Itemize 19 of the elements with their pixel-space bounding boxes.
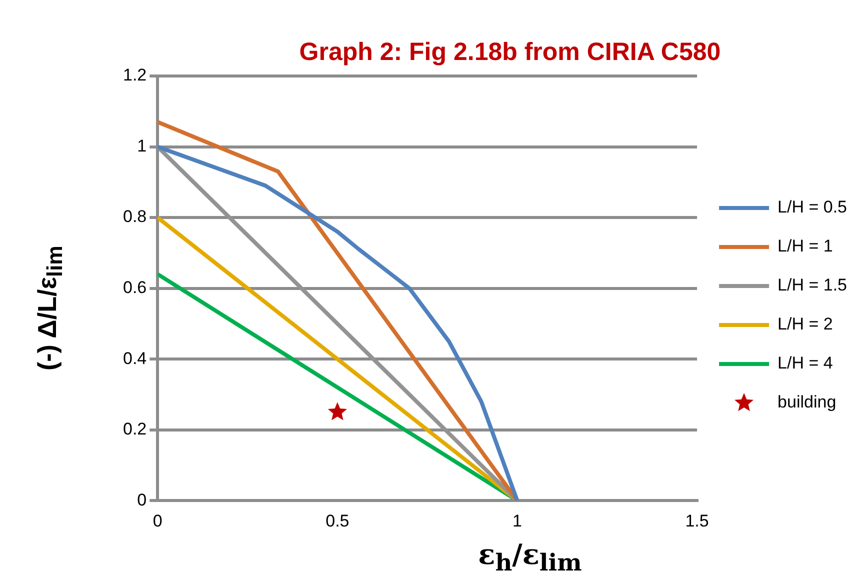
- x-tick-label: 0: [152, 511, 162, 530]
- y-tick-label: 0.2: [122, 420, 147, 439]
- y-tick-label: 0.4: [122, 348, 147, 368]
- legend-label: L/H = 1: [778, 236, 833, 256]
- legend-label: building: [778, 392, 836, 412]
- y-tick-label: 0.6: [122, 278, 147, 297]
- legend-label: L/H = 1.5: [778, 276, 848, 295]
- legend-label: L/H = 0.5: [778, 198, 848, 217]
- legend-label: L/H = 2: [778, 314, 833, 334]
- y-tick-label: 1: [137, 136, 147, 156]
- chart-title: Graph 2: Fig 2.18b from CIRIA C580: [298, 38, 722, 67]
- x-tick-label: 0.5: [326, 511, 350, 530]
- legend-label: L/H = 4: [778, 354, 833, 373]
- x-axis-title: ε$_{h}$/ε$_{lim}$: [477, 538, 583, 575]
- x-tick-label: 1.5: [685, 511, 709, 530]
- y-tick-label: 0.8: [122, 207, 147, 226]
- x-tick-label: 1: [512, 511, 522, 530]
- y-tick-label: 1.2: [122, 66, 147, 85]
- y-tick-label: 0: [137, 490, 147, 510]
